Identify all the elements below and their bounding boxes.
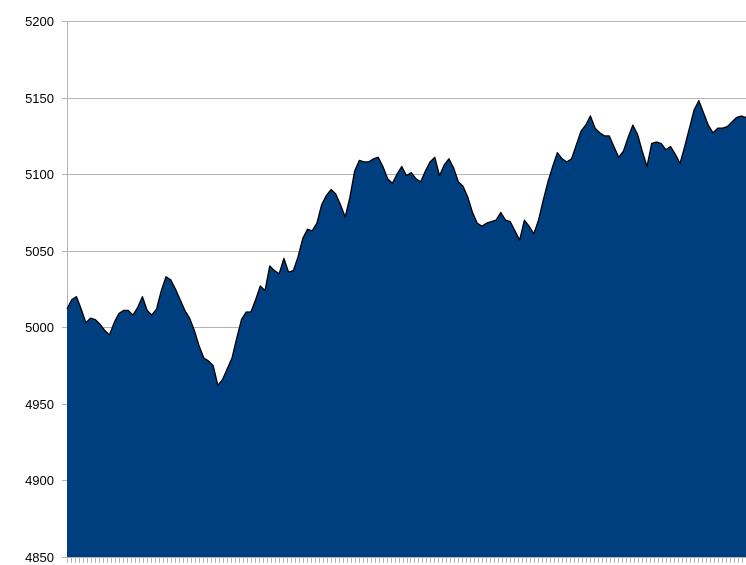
y-tick-label: 5050 xyxy=(25,244,54,259)
y-tick-label: 5150 xyxy=(25,91,54,106)
y-tick-label: 5100 xyxy=(25,167,54,182)
series-line xyxy=(66,99,746,387)
series-area xyxy=(66,99,746,557)
series-area-fill xyxy=(67,100,746,557)
y-tick-label: 4950 xyxy=(25,397,54,412)
x-axis xyxy=(67,557,746,563)
y-tick-label: 4900 xyxy=(25,473,54,488)
y-tick-label: 5200 xyxy=(25,14,54,29)
y-axis: 4850 4900 4950 5000 5050 5100 5150 5200 xyxy=(25,14,68,565)
y-tick-label: 5000 xyxy=(25,320,54,335)
y-tick-label: 4850 xyxy=(25,550,54,565)
